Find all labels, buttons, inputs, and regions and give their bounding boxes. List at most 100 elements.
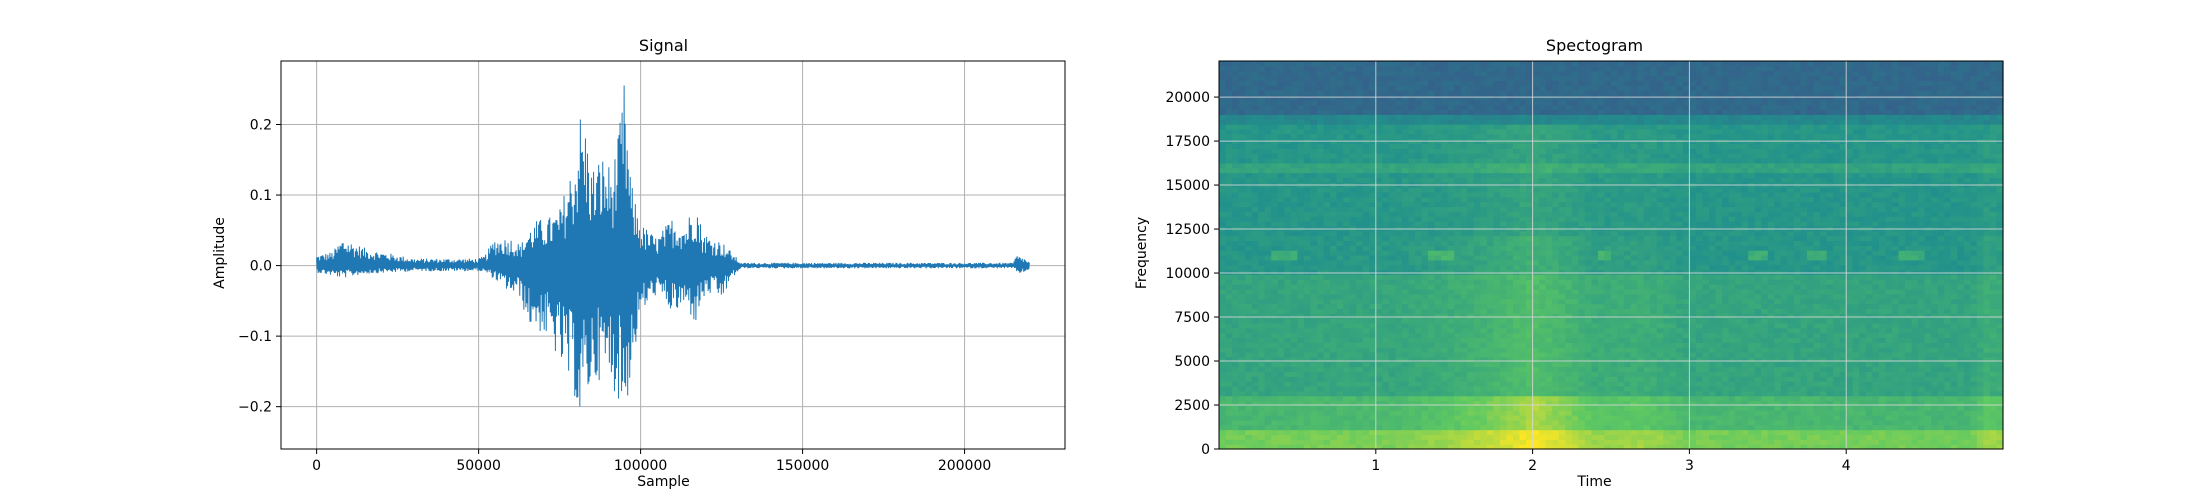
spectogram-cell: [1375, 221, 1383, 227]
spectogram-cell: [1486, 371, 1494, 377]
spectogram-cell: [1545, 177, 1553, 183]
spectogram-cell: [1480, 216, 1488, 222]
spectogram-cell: [1447, 133, 1455, 140]
spectogram-cells: [1219, 61, 2004, 450]
spectogram-cell: [1303, 347, 1312, 353]
spectogram-cell: [1447, 376, 1455, 382]
spectogram-cell: [1558, 211, 1566, 217]
spectogram-cell: [1460, 259, 1468, 266]
spectogram-cell: [1382, 269, 1390, 275]
spectogram-cell: [1428, 419, 1436, 426]
spectogram-cell: [1526, 342, 1534, 348]
spectogram-cell: [1441, 104, 1449, 111]
spectogram-cell: [1238, 385, 1246, 392]
spectogram-cell: [1611, 356, 1619, 363]
spectogram-cell: [1303, 352, 1312, 358]
spectogram-cell: [1303, 240, 1312, 246]
spectogram-cell: [1232, 434, 1240, 440]
spectogram-cell: [1356, 187, 1364, 193]
spectogram-cell: [1519, 153, 1527, 159]
spectogram-cell: [1415, 274, 1423, 280]
spectogram-cell: [1617, 85, 1625, 91]
spectogram-cell: [1428, 318, 1436, 324]
spectogram-cell: [1336, 303, 1344, 309]
spectogram-cell: [1317, 221, 1325, 227]
spectogram-cell: [1571, 133, 1579, 140]
spectogram-cell: [1597, 61, 1606, 67]
spectogram-cell: [1310, 245, 1318, 251]
spectogram-cell: [1330, 318, 1338, 324]
spectogram-cell: [1219, 381, 1227, 387]
spectogram-cell: [1251, 264, 1259, 271]
spectogram-cell: [1349, 196, 1357, 203]
spectogram-cell: [1460, 187, 1468, 193]
spectogram-cell: [1362, 250, 1370, 256]
spectogram-cell: [1264, 439, 1272, 445]
spectogram-cell: [1480, 318, 1488, 324]
spectogram-cell: [1264, 94, 1272, 101]
spectogram-cell: [1519, 191, 1527, 198]
spectogram-cell: [1513, 288, 1521, 295]
spectogram-cell: [1317, 104, 1325, 111]
spectogram-cell: [1382, 439, 1390, 445]
spectogram-cell: [1382, 80, 1390, 86]
spectogram-cell: [1382, 434, 1390, 440]
spectogram-cell: [1395, 104, 1403, 111]
spectogram-cell: [1258, 143, 1266, 149]
spectogram-cell: [1473, 177, 1481, 183]
spectogram-cell: [1375, 177, 1383, 183]
spectogram-cell: [1232, 124, 1240, 130]
spectogram-cell: [1552, 415, 1560, 421]
spectogram-cell: [1310, 211, 1318, 217]
spectogram-cell: [1441, 250, 1449, 256]
spectogram-cell: [1526, 104, 1534, 111]
spectogram-cell: [1284, 148, 1292, 154]
spectogram-cell: [1611, 361, 1619, 368]
spectogram-cell: [1349, 259, 1357, 266]
spectogram-cell: [1284, 395, 1292, 402]
spectogram-cell: [1245, 158, 1253, 164]
spectogram-cell: [1428, 264, 1436, 271]
spectogram-cell: [1401, 201, 1410, 208]
spectogram-cell: [1284, 308, 1292, 314]
spectogram-cell: [1604, 293, 1612, 300]
spectogram-cell: [1251, 439, 1259, 445]
spectogram-cell: [1558, 70, 1566, 77]
spectogram-cell: [1611, 395, 1619, 402]
spectogram-cell: [1232, 400, 1240, 406]
spectogram-cell: [1532, 162, 1540, 169]
spectogram-cell: [1415, 221, 1423, 227]
spectogram-cell: [1565, 206, 1573, 212]
spectogram-cell: [1330, 381, 1338, 387]
spectogram-cell: [1421, 153, 1429, 159]
spectogram-cell: [1513, 424, 1521, 431]
spectogram-cell: [1467, 424, 1475, 431]
spectogram-cell: [1434, 255, 1442, 261]
spectogram-cell: [1526, 415, 1534, 421]
spectogram-cell: [1480, 211, 1488, 217]
spectogram-cell: [1434, 109, 1442, 115]
spectogram-cell: [1271, 352, 1279, 358]
spectogram-cell: [1369, 250, 1377, 256]
spectogram-cell: [1219, 240, 1227, 246]
spectogram-cell: [1571, 405, 1579, 411]
spectogram-cell: [1513, 298, 1521, 305]
spectogram-cell: [1493, 85, 1501, 91]
spectogram-cell: [1297, 235, 1305, 242]
spectogram-cell: [1486, 250, 1494, 256]
spectogram-cell: [1454, 415, 1462, 421]
spectogram-cell: [1297, 434, 1305, 440]
spectogram-cell: [1271, 381, 1279, 387]
spectogram-cell: [1552, 269, 1560, 275]
spectogram-cell: [1519, 352, 1527, 358]
spectogram-cell: [1271, 230, 1279, 237]
spectogram-cell: [1454, 444, 1462, 450]
spectogram-cell: [1506, 94, 1514, 101]
spectogram-cell: [1388, 245, 1396, 251]
spectogram-cell: [1473, 327, 1481, 334]
signal-chart: 0 50000 100000 150000 200000 −0.2−0.10.00.10…: [212, 36, 1066, 490]
spectogram-cell: [1447, 94, 1455, 101]
spectogram-cell: [1375, 124, 1383, 130]
spectogram-cell: [1558, 419, 1566, 426]
spectogram-cell: [1290, 99, 1298, 106]
